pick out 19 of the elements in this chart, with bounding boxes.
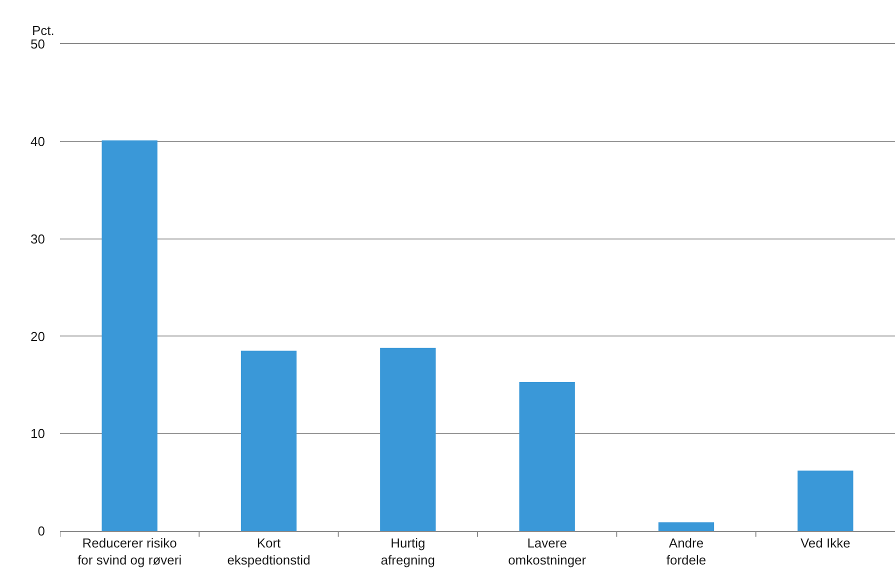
y-axis-title: Pct.: [32, 23, 54, 38]
y-tick-label: 0: [38, 524, 45, 539]
y-tick-label: 50: [30, 36, 45, 52]
x-tick-label: Kort ekspedtionstid: [227, 536, 310, 568]
bar: [658, 522, 714, 531]
y-tick-label: 10: [30, 426, 45, 442]
x-tick-label: Reducerer risiko for svind og røveri: [78, 536, 182, 568]
y-tick-label: 40: [30, 134, 45, 149]
bar: [102, 140, 158, 531]
x-tick-label: Lavere omkostninger: [508, 536, 587, 568]
x-tick-label: Hurtig afregning: [380, 536, 436, 568]
bar: [240, 350, 297, 531]
bar: [798, 470, 854, 531]
x-tick-label: Ved Ikke: [800, 536, 850, 551]
bar: [380, 348, 436, 531]
y-tick-label: 30: [30, 231, 45, 246]
y-tick-label: 20: [30, 328, 45, 344]
x-tick-label: Andre fordele: [666, 536, 706, 568]
bar: [519, 382, 575, 531]
